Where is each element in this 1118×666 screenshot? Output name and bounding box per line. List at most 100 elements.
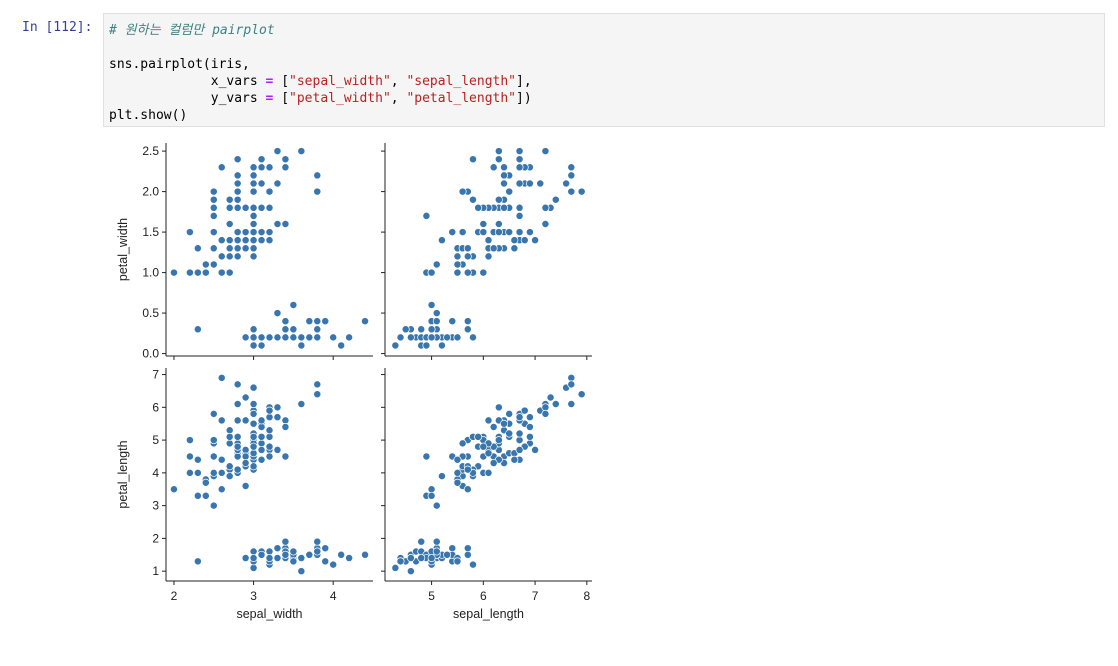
code-line [109,39,532,56]
data-point [541,220,550,228]
data-point [494,436,503,445]
data-point [249,409,258,418]
data-point [525,228,534,237]
code-line: plt.show() [109,107,532,124]
data-point [225,244,234,253]
x-tick-label: 7 [532,589,539,603]
data-point [525,432,534,441]
x-tick-label: 5 [428,589,435,603]
data-point [249,163,258,172]
data-point [321,544,330,553]
data-point [484,236,493,245]
data-point [427,485,436,494]
data-point [313,390,322,399]
y-tick-label: 0.5 [142,306,159,320]
data-point [257,439,266,448]
data-point [217,163,226,172]
data-point [209,203,218,212]
data-point [337,341,346,350]
data-point [427,301,436,309]
code-token: "sepal_length" [406,74,517,89]
data-point [201,268,210,277]
data-point [257,236,266,245]
x-axis-label: sepal_width [236,607,302,621]
data-point [396,333,405,342]
data-point [249,211,258,220]
data-point [249,442,258,451]
data-point [193,268,202,277]
code-token: = [265,74,274,89]
data-point [313,317,322,326]
data-point [273,147,282,156]
data-point [484,252,493,261]
code-text[interactable]: # 원하는 컬럼만 pairplot sns.pairplot(iris, x_v… [109,22,532,124]
data-point [427,333,436,342]
data-point [577,390,586,399]
data-point [567,373,576,382]
code-token: , [390,74,407,89]
data-point [297,333,306,342]
data-point [281,423,290,431]
data-point [505,187,514,196]
data-point [249,419,258,428]
data-point [249,236,258,245]
code-token: # 원하는 컬럼만 pairplot [109,23,275,38]
output-area: 0.0 0.5 1.0 1.5 2.0 2.5 petal_width 1 2 3 4 5 6 7 2 3 4 s… [103,135,703,655]
data-point [432,501,441,510]
data-point [427,491,436,500]
data-point [217,373,226,382]
data-point [241,244,250,253]
data-point [233,244,242,253]
data-point [525,179,534,188]
data-point [489,244,498,253]
data-point [313,171,322,180]
data-point [531,236,540,245]
data-point [453,455,462,464]
code-token: x_vars [109,74,266,89]
x-tick-label: 4 [330,589,337,603]
data-point [515,211,524,220]
data-point [185,436,194,445]
data-point [479,228,488,237]
data-point [494,220,503,228]
data-point [515,179,524,188]
data-point [361,550,369,559]
data-point [345,554,354,563]
data-point [185,468,194,477]
data-point [233,432,242,441]
data-point [257,416,266,425]
data-point [469,195,477,204]
data-point [217,416,226,425]
data-point [289,301,298,309]
data-point [479,220,488,228]
data-point [265,426,274,435]
data-point [273,445,282,454]
data-point [249,179,258,188]
data-point [422,211,431,220]
data-point [469,560,477,569]
data-point [297,554,306,563]
code-token: "sepal_width" [289,74,391,89]
data-point [417,554,426,563]
data-point [458,187,467,196]
data-point [489,423,498,431]
data-point [241,459,250,467]
y-tick-label: 2.0 [142,185,159,199]
data-point [209,501,218,510]
data-point [265,187,274,196]
data-point [249,563,258,572]
x-tick-label: 8 [583,589,590,603]
code-editor[interactable]: # 원하는 컬럼만 pairplot sns.pairplot(iris, x_v… [103,13,1105,127]
data-point [510,236,519,245]
data-point [193,455,202,464]
data-point [337,550,346,559]
data-point [241,228,250,237]
data-point [520,236,529,245]
data-point [225,462,234,471]
data-point [406,333,415,342]
data-point [515,163,524,172]
data-point [225,220,234,228]
data-point [567,380,576,389]
data-point [233,236,242,245]
